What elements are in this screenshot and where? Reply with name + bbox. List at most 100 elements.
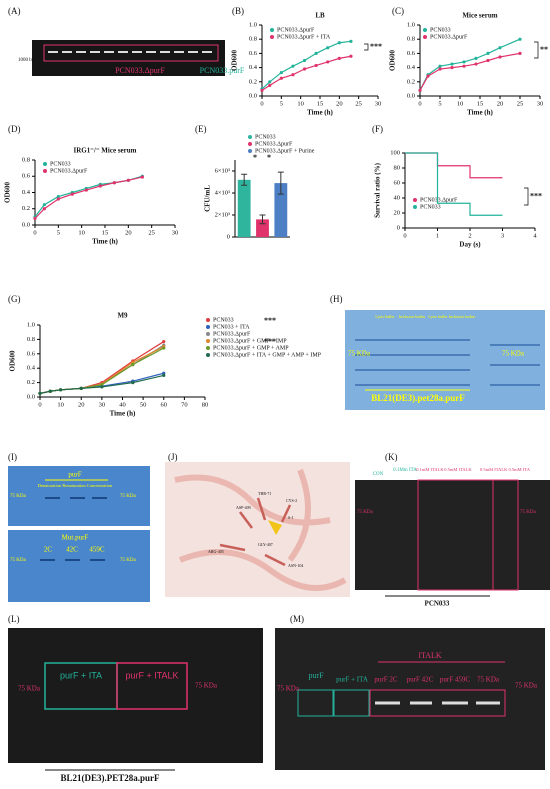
- series-line: [419, 52, 521, 91]
- data-point: [279, 76, 283, 80]
- lane-label: 0.5mM ITALK 0.5mM ITA: [480, 467, 531, 472]
- legend-marker: [206, 325, 210, 329]
- data-point: [140, 175, 144, 179]
- y-tick-label: 100: [390, 149, 400, 156]
- lane-label: 459C: [89, 546, 105, 554]
- legend-label: PCN033: [430, 27, 451, 33]
- y-tick-label: 0.4: [407, 64, 416, 71]
- data-point: [84, 188, 88, 192]
- x-tick-label: 10: [78, 229, 85, 236]
- lane-label: purF 42C: [407, 676, 434, 684]
- legend-marker: [248, 149, 252, 153]
- gel: [32, 40, 225, 76]
- marker-label: 75 KDa: [18, 685, 41, 693]
- box: [492, 479, 519, 591]
- y-tick-label: 1.0: [27, 321, 35, 328]
- x-tick-label: 25: [517, 100, 524, 107]
- legend-marker: [43, 162, 47, 166]
- legend-marker: [270, 28, 274, 32]
- data-point: [462, 60, 466, 64]
- x-axis-label: Time (h): [467, 109, 493, 117]
- bar: [256, 219, 269, 237]
- data-point: [337, 41, 341, 45]
- lane-label: purF: [308, 671, 324, 680]
- gel: [275, 628, 545, 770]
- residue-label: ASN-104: [288, 563, 303, 568]
- y-tick-label: 6×10³: [215, 167, 230, 174]
- x-tick-label: 25: [355, 100, 362, 107]
- marker-label: 75 KDa: [120, 494, 136, 499]
- data-point: [33, 216, 37, 221]
- legend-marker: [413, 205, 417, 209]
- y-tick-label: 0.6: [22, 173, 31, 180]
- legend-marker: [270, 35, 274, 39]
- data-point: [314, 63, 318, 68]
- strain-label: PCN033: [425, 600, 450, 608]
- lane-label: 75 KDa: [477, 676, 500, 684]
- marker-label: 1000 bp: [18, 58, 35, 63]
- x-tick-label: 10: [297, 100, 304, 107]
- marker-label: 75 KDa: [357, 510, 373, 515]
- lane-label: Lysis buffer: [428, 314, 448, 319]
- bar: [237, 179, 251, 237]
- data-point: [268, 83, 272, 87]
- data-point: [486, 58, 490, 63]
- y-tick-label: 0.0: [249, 92, 257, 99]
- y-tick-label: 40: [394, 194, 401, 201]
- data-point: [314, 51, 318, 56]
- data-point: [326, 46, 330, 50]
- lane-label: purF 459C: [440, 676, 470, 684]
- x-tick-label: 4: [533, 232, 537, 239]
- y-tick-label: 0.2: [22, 205, 30, 212]
- group-label: ITALK: [418, 651, 442, 660]
- lane-label: 0.1mM ITALK: [416, 467, 444, 472]
- marker-label: 75 KDa: [277, 685, 300, 693]
- data-point: [42, 207, 46, 211]
- x-tick-label: 15: [102, 229, 109, 236]
- lane-label: CON: [373, 472, 384, 477]
- legend-label: PCN033: [50, 161, 71, 167]
- panel-label: (K): [385, 452, 398, 462]
- data-point: [518, 51, 522, 56]
- panel-label: (G): [8, 294, 21, 304]
- lane-label: 0.5mM ITALK: [444, 467, 472, 472]
- data-point: [302, 67, 307, 71]
- y-tick-label: 0.4: [27, 365, 36, 372]
- residue-label: GLY-407: [258, 542, 273, 547]
- data-point: [450, 62, 454, 66]
- box: [43, 44, 219, 62]
- series-line: [34, 176, 143, 219]
- bands: [355, 339, 540, 386]
- data-point: [48, 389, 52, 393]
- data-point: [438, 64, 442, 68]
- data-point: [126, 178, 130, 182]
- x-axis-label: Time (h): [110, 410, 136, 418]
- lane-label: 42C: [66, 546, 78, 554]
- data-point: [486, 51, 490, 56]
- x-tick-label: 30: [99, 401, 106, 408]
- data-point: [438, 67, 442, 71]
- panel-label: (M): [290, 614, 304, 624]
- x-tick-label: 60: [161, 401, 168, 408]
- ligand: [268, 520, 282, 535]
- y-tick-label: 0.8: [249, 36, 257, 43]
- box: [297, 689, 334, 717]
- x-tick-label: 20: [125, 229, 132, 236]
- strain-label: BL21(DE3).pet28a.purF: [371, 393, 465, 403]
- error-bar: [277, 171, 284, 195]
- data-point: [100, 385, 104, 389]
- y-tick-label: 0.2: [249, 78, 257, 85]
- y-axis-label: OD600: [4, 182, 12, 204]
- gel: [345, 310, 545, 410]
- x-tick-label: 0: [33, 229, 36, 236]
- annotation: ***: [370, 42, 382, 51]
- x-tick-label: 50: [140, 401, 147, 408]
- x-tick-label: 0: [403, 232, 406, 239]
- y-tick-label: 0.6: [27, 350, 36, 357]
- y-tick-label: 1.0: [249, 21, 257, 28]
- x-tick-label: 20: [336, 100, 343, 107]
- gel-label: PCN033.ΔpurF: [115, 66, 165, 75]
- gel-label: PCN033.purF: [200, 66, 245, 75]
- legend-marker: [423, 35, 427, 39]
- data-point: [474, 56, 478, 60]
